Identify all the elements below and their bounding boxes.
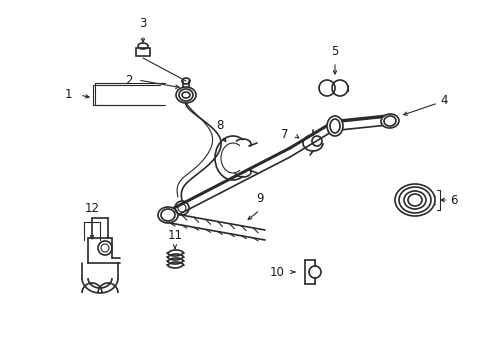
FancyBboxPatch shape: [136, 48, 150, 56]
Ellipse shape: [380, 114, 398, 128]
Text: 8: 8: [216, 119, 223, 132]
Ellipse shape: [158, 207, 178, 223]
Text: 2: 2: [125, 73, 132, 86]
Text: 9: 9: [256, 192, 263, 205]
Text: 5: 5: [331, 45, 338, 58]
Text: 4: 4: [439, 94, 447, 107]
Text: 12: 12: [84, 202, 99, 215]
Text: 7: 7: [280, 129, 287, 141]
Text: 1: 1: [64, 89, 72, 102]
Ellipse shape: [176, 87, 196, 103]
Text: 3: 3: [139, 17, 146, 30]
Text: 11: 11: [167, 229, 182, 242]
Text: 6: 6: [449, 194, 457, 207]
Ellipse shape: [326, 116, 342, 136]
Ellipse shape: [394, 184, 434, 216]
Text: 10: 10: [269, 266, 285, 279]
